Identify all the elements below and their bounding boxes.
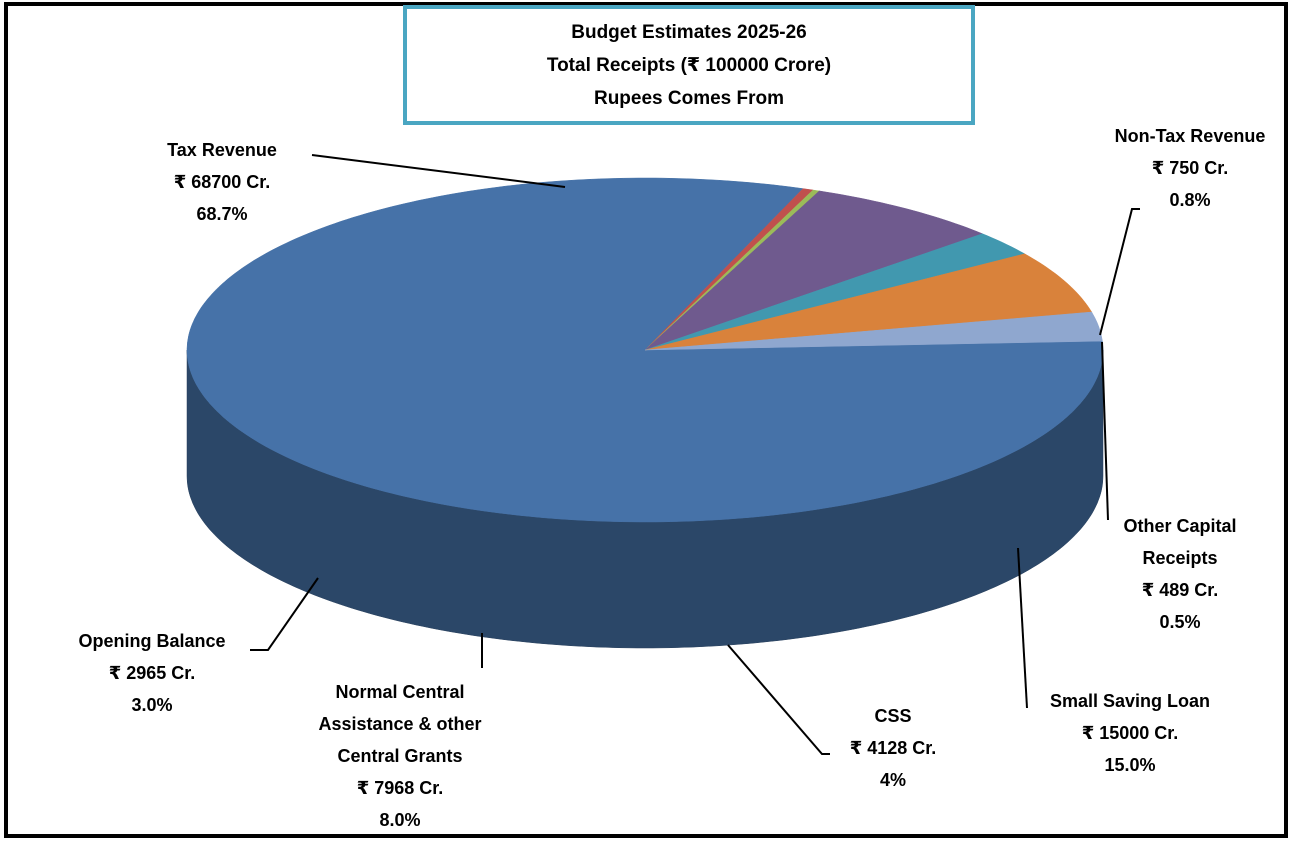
leader-line	[727, 644, 830, 755]
category-label: Tax Revenue	[167, 140, 277, 160]
category-label: Other Capital Receipts	[1123, 516, 1237, 568]
percent-label: 0.5%	[1159, 612, 1201, 632]
category-label: Non-Tax Revenue	[1114, 126, 1266, 146]
chart-frame	[4, 2, 1288, 838]
category-label: Opening Balance	[78, 631, 226, 651]
leader-line	[1099, 208, 1140, 336]
value-label: ₹ 7968 Cr.	[356, 778, 444, 798]
value-label: ₹ 4128 Cr.	[849, 738, 937, 758]
slice	[644, 233, 1026, 351]
slice	[644, 311, 1103, 351]
slice-label: Opening Balance ₹ 2965 Cr. 3.0%	[42, 625, 262, 721]
slice-label: Small Saving Loan ₹ 15000 Cr. 15.0%	[1015, 685, 1245, 781]
slice	[644, 190, 984, 351]
chart-title: Budget Estimates 2025-26	[571, 21, 807, 43]
category-label: CSS	[874, 706, 912, 726]
value-label: ₹ 2965 Cr.	[108, 663, 196, 683]
slice-label: Normal Central Assistance & other Centra…	[290, 676, 510, 836]
percent-label: 3.0%	[131, 695, 173, 715]
value-label: ₹ 489 Cr.	[1141, 580, 1219, 600]
chart-subtitle: Total Receipts (₹ 100000 Crore)	[546, 54, 832, 76]
percent-label: 0.8%	[1169, 190, 1211, 210]
leader-line	[311, 154, 566, 188]
slice-label: Non-Tax Revenue ₹ 750 Cr. 0.8%	[1080, 120, 1292, 216]
percent-label: 8.0%	[379, 810, 421, 830]
leader-line	[250, 577, 319, 651]
value-label: ₹ 750 Cr.	[1151, 158, 1229, 178]
leader-line	[1017, 547, 1028, 709]
slice-label: Tax Revenue ₹ 68700 Cr. 68.7%	[112, 134, 332, 230]
value-label: ₹ 15000 Cr.	[1081, 723, 1179, 743]
leader-line	[1101, 341, 1109, 521]
slice	[644, 253, 1093, 351]
slice-label: Other Capital Receipts ₹ 489 Cr. 0.5%	[1095, 510, 1265, 638]
percent-label: 4%	[879, 770, 906, 790]
category-label: Small Saving Loan	[1049, 691, 1211, 711]
percent-label: 15.0%	[1104, 755, 1156, 775]
category-label: Normal Central Assistance & other Centra…	[318, 682, 482, 766]
title-box: Budget Estimates 2025-26 Total Receipts …	[403, 5, 975, 125]
slice-label: CSS ₹ 4128 Cr. 4%	[813, 700, 973, 796]
chart-subtitle: Rupees Comes From	[593, 87, 785, 109]
percent-label: 68.7%	[196, 204, 248, 224]
top-faces	[186, 177, 1104, 523]
value-label: ₹ 68700 Cr.	[173, 172, 271, 192]
